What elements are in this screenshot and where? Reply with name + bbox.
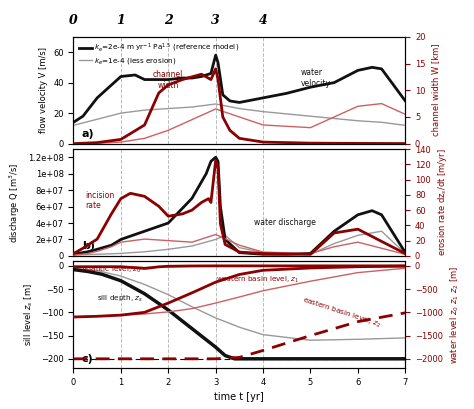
Text: 3: 3 [211, 13, 220, 27]
Y-axis label: water level $z_0$ $z_1$ $z_2$ [m]: water level $z_0$ $z_1$ $z_2$ [m] [448, 265, 461, 364]
X-axis label: time t [yr]: time t [yr] [215, 392, 264, 402]
Y-axis label: flow velocity V [m/s]: flow velocity V [m/s] [38, 47, 47, 133]
Text: sill depth, $z_s$: sill depth, $z_s$ [97, 294, 143, 304]
Text: 1: 1 [117, 13, 125, 27]
Text: water
velocity: water velocity [301, 68, 331, 88]
Text: incision
rate: incision rate [85, 191, 115, 210]
Text: western basin level, $z_1$: western basin level, $z_1$ [216, 275, 299, 285]
Y-axis label: erosion rate dz$_s$/dt [m/yr]: erosion rate dz$_s$/dt [m/yr] [436, 149, 449, 256]
Text: 4: 4 [259, 13, 267, 27]
Text: eastern basin level, $z_2$: eastern basin level, $z_2$ [301, 295, 382, 330]
Text: b): b) [82, 241, 95, 252]
Text: c): c) [82, 354, 93, 364]
Y-axis label: sill level $z_s$ [m]: sill level $z_s$ [m] [23, 283, 36, 346]
Text: water discharge: water discharge [254, 218, 316, 227]
Text: a): a) [82, 129, 94, 139]
Text: Atlantic level, $z_0$: Atlantic level, $z_0$ [81, 265, 141, 275]
Y-axis label: channel width W [km]: channel width W [km] [431, 44, 440, 137]
Text: 2: 2 [164, 13, 173, 27]
Legend: $k_e$=2e-4 m yr$^{-1}$ Pa$^{1.5}$ (reference model), $k_e$=1e-4 (less erosion): $k_e$=2e-4 m yr$^{-1}$ Pa$^{1.5}$ (refer… [77, 40, 241, 68]
Text: channel
width: channel width [153, 70, 183, 90]
Y-axis label: discharge Q [m$^3$/s]: discharge Q [m$^3$/s] [8, 162, 22, 243]
Text: 0: 0 [69, 13, 78, 27]
